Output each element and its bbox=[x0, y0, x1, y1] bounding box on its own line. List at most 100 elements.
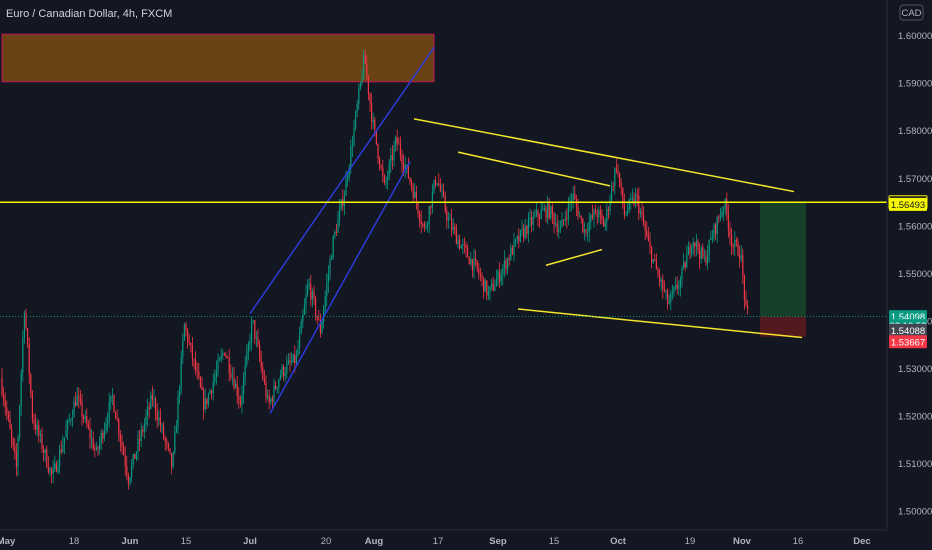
candle-body bbox=[243, 377, 245, 395]
candle-body bbox=[582, 218, 584, 232]
candle-body bbox=[423, 223, 425, 228]
candle-body bbox=[262, 367, 264, 379]
trend-line-1[interactable] bbox=[413, 118, 795, 193]
candle-body bbox=[579, 215, 581, 217]
candle-body bbox=[663, 289, 665, 292]
candle-body bbox=[619, 172, 621, 183]
candle-body bbox=[3, 394, 5, 401]
candle-body bbox=[94, 449, 96, 451]
candle-body bbox=[203, 389, 205, 410]
candle-body bbox=[508, 258, 510, 260]
candle-body bbox=[475, 257, 477, 261]
candle-body bbox=[467, 248, 469, 258]
candle-body bbox=[739, 255, 741, 259]
supply-zone-rect[interactable] bbox=[1, 33, 435, 83]
candle-body bbox=[449, 218, 451, 220]
candle-body bbox=[81, 401, 83, 417]
candle-body bbox=[255, 337, 257, 339]
candle-body bbox=[319, 319, 321, 334]
candle-body bbox=[430, 206, 432, 208]
candle-body bbox=[267, 395, 269, 398]
x-tick-label: 19 bbox=[685, 536, 696, 547]
candle-body bbox=[297, 348, 299, 356]
candle-body bbox=[572, 194, 574, 200]
candle-body bbox=[599, 210, 601, 215]
candle-body bbox=[535, 210, 537, 216]
candle-body bbox=[478, 268, 480, 275]
candle-body bbox=[188, 342, 190, 344]
candle-body bbox=[611, 186, 613, 201]
candle-body bbox=[214, 376, 216, 382]
candle-body bbox=[639, 211, 641, 214]
candle-body bbox=[273, 385, 275, 402]
candle-body bbox=[124, 455, 126, 466]
candle-body bbox=[740, 254, 742, 259]
candle-body bbox=[457, 239, 459, 245]
candle-body bbox=[118, 419, 120, 435]
candle-body bbox=[711, 237, 713, 239]
candle-body bbox=[116, 419, 118, 420]
candle-body bbox=[420, 220, 422, 224]
candle-body bbox=[403, 163, 405, 170]
candle-body bbox=[628, 199, 630, 211]
candle-body bbox=[537, 210, 539, 218]
candle-body bbox=[207, 394, 209, 405]
candle-body bbox=[263, 378, 265, 382]
candle-body bbox=[703, 256, 705, 258]
candle-body bbox=[355, 112, 357, 128]
candle-body bbox=[547, 202, 549, 218]
candle-body bbox=[745, 299, 747, 305]
candle-body bbox=[542, 209, 544, 211]
candle-body bbox=[54, 463, 56, 470]
position-stop-zone[interactable] bbox=[760, 316, 806, 337]
candle-body bbox=[227, 356, 229, 358]
candle-body bbox=[215, 370, 217, 377]
ascending-channel-line-1[interactable] bbox=[249, 47, 435, 315]
candle-body bbox=[591, 215, 593, 218]
y-tick-label: 1.56000 bbox=[898, 221, 932, 232]
candle-body bbox=[439, 184, 441, 191]
candle-body bbox=[667, 290, 669, 304]
candle-body bbox=[235, 383, 237, 389]
candle-body bbox=[276, 387, 278, 389]
candle-body bbox=[305, 294, 307, 306]
candle-body bbox=[406, 164, 408, 166]
candle-body bbox=[60, 449, 62, 453]
ascending-channel-line-2[interactable] bbox=[269, 161, 411, 414]
candle-body bbox=[563, 219, 565, 221]
candle-body bbox=[622, 187, 624, 204]
candle-body bbox=[428, 206, 430, 224]
candle-body bbox=[385, 180, 387, 183]
candle-body bbox=[271, 398, 273, 402]
candle-body bbox=[671, 291, 673, 294]
candle-body bbox=[396, 137, 398, 144]
candle-body bbox=[590, 215, 592, 223]
candle-body bbox=[187, 330, 189, 343]
candle-body bbox=[524, 225, 526, 238]
candle-body bbox=[743, 275, 745, 300]
candle-body bbox=[543, 207, 545, 210]
trend-line-3[interactable] bbox=[545, 248, 603, 266]
candle-body bbox=[196, 370, 198, 372]
currency-badge[interactable]: CAD bbox=[899, 4, 924, 21]
candle-body bbox=[721, 211, 723, 217]
candle-body bbox=[374, 119, 376, 130]
candle-body bbox=[86, 416, 88, 425]
trend-line-2[interactable] bbox=[457, 151, 611, 187]
candle-body bbox=[527, 219, 529, 235]
candle-body bbox=[558, 229, 560, 232]
candle-body bbox=[655, 260, 657, 270]
candle-body bbox=[361, 78, 363, 83]
candle-body bbox=[158, 417, 160, 421]
candle-body bbox=[139, 438, 141, 441]
x-tick-label: Jul bbox=[243, 536, 257, 547]
candle-body bbox=[409, 177, 411, 182]
candle-body bbox=[76, 396, 78, 406]
trend-line-4[interactable] bbox=[517, 308, 803, 339]
candle-body bbox=[334, 231, 336, 237]
position-target-zone[interactable] bbox=[760, 202, 806, 317]
candle-body bbox=[299, 333, 301, 349]
candle-body bbox=[6, 407, 8, 414]
